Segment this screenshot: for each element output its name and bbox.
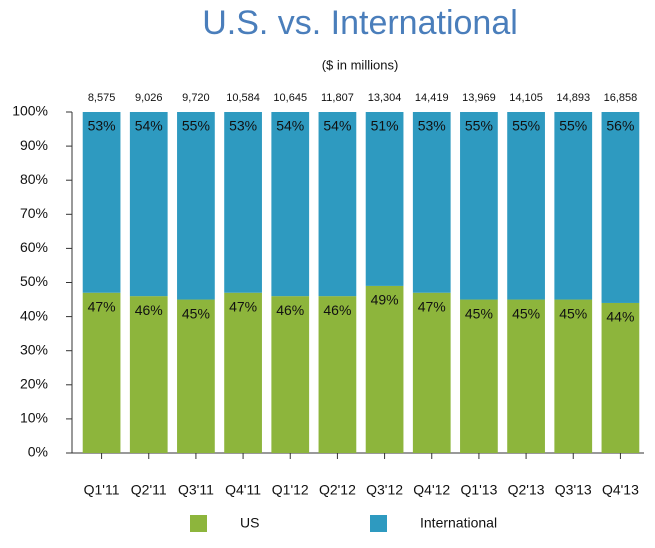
x-tick-label: Q2'13 <box>508 482 545 498</box>
value-label: 54% <box>323 118 351 134</box>
total-label: 9,720 <box>182 92 210 104</box>
value-label: 53% <box>229 118 257 134</box>
total-label: 13,969 <box>462 92 496 104</box>
value-label: 47% <box>229 298 257 314</box>
bar-segment <box>507 299 545 453</box>
y-tick-label: 10% <box>20 410 48 426</box>
bar-segment <box>318 296 357 453</box>
y-tick-label: 50% <box>20 273 48 289</box>
value-label: 45% <box>559 305 587 321</box>
total-label: 8,575 <box>88 92 116 104</box>
total-label: 14,893 <box>556 92 590 104</box>
bar-segment <box>601 112 640 303</box>
bar-segment <box>224 292 262 453</box>
value-label: 54% <box>135 118 163 134</box>
bar-segment <box>412 292 451 453</box>
value-label: 53% <box>88 118 116 134</box>
value-label: 45% <box>512 305 540 321</box>
x-tick-label: Q4'12 <box>413 482 450 498</box>
y-tick-label: 0% <box>28 444 48 460</box>
x-tick-label: Q2'12 <box>319 482 356 498</box>
bar-segment <box>365 112 404 286</box>
value-label: 53% <box>418 118 446 134</box>
y-tick-label: 40% <box>20 307 48 323</box>
bar-segment <box>507 112 545 300</box>
bar-segment <box>271 112 310 297</box>
bar-segment <box>177 299 215 453</box>
total-label: 14,105 <box>509 92 543 104</box>
bar-segment <box>365 285 404 453</box>
value-label: 45% <box>465 305 493 321</box>
chart-title: U.S. vs. International <box>202 4 518 42</box>
value-label: 47% <box>88 298 116 314</box>
y-tick-label: 100% <box>12 103 48 119</box>
value-label: 46% <box>276 302 304 318</box>
total-label: 14,419 <box>415 92 449 104</box>
y-tick-label: 20% <box>20 376 48 392</box>
value-label: 54% <box>276 118 304 134</box>
value-label: 55% <box>512 118 540 134</box>
legend-label: US <box>240 515 259 531</box>
bar-segment <box>318 112 357 297</box>
value-label: 44% <box>606 309 634 325</box>
value-label: 47% <box>418 298 446 314</box>
x-tick-label: Q3'12 <box>366 482 403 498</box>
x-tick-label: Q4'11 <box>225 482 261 498</box>
bar-segment <box>177 112 215 300</box>
y-tick-label: 60% <box>20 239 48 255</box>
bar-segment <box>82 112 121 293</box>
bar-segment <box>554 112 593 300</box>
bar-segment <box>460 299 498 453</box>
x-tick-label: Q3'13 <box>555 482 592 498</box>
value-label: 55% <box>559 118 587 134</box>
value-label: 55% <box>182 118 210 134</box>
total-label: 9,026 <box>135 92 163 104</box>
value-label: 46% <box>323 302 351 318</box>
total-label: 13,304 <box>368 92 402 104</box>
total-label: 16,858 <box>604 92 638 104</box>
chart-subtitle: ($ in millions) <box>322 57 399 72</box>
bar-segment <box>224 112 262 293</box>
total-label: 10,584 <box>226 92 260 104</box>
bar-segment <box>271 296 310 453</box>
value-label: 45% <box>182 305 210 321</box>
bar-segment <box>412 112 451 293</box>
x-tick-label: Q1'11 <box>84 482 120 498</box>
bar-segment <box>129 296 168 453</box>
legend-label: International <box>420 515 497 531</box>
bar-segment <box>601 302 640 453</box>
bar-segment <box>129 112 168 297</box>
y-tick-label: 90% <box>20 137 48 153</box>
legend-swatch <box>370 515 387 532</box>
x-tick-label: Q1'12 <box>272 482 309 498</box>
x-tick-label: Q3'11 <box>178 482 214 498</box>
value-label: 56% <box>606 118 634 134</box>
x-tick-label: Q4'13 <box>602 482 639 498</box>
bar-segment <box>460 112 498 300</box>
legend-swatch <box>190 515 207 532</box>
value-label: 49% <box>371 292 399 308</box>
value-label: 51% <box>371 118 399 134</box>
bar-segment <box>554 299 593 453</box>
total-label: 10,645 <box>273 92 307 104</box>
x-tick-label: Q1'13 <box>460 482 497 498</box>
total-label: 11,807 <box>321 92 354 104</box>
value-label: 46% <box>135 302 163 318</box>
bar-segment <box>82 292 121 453</box>
y-tick-label: 80% <box>20 171 48 187</box>
y-tick-label: 70% <box>20 205 48 221</box>
y-tick-label: 30% <box>20 341 48 357</box>
value-label: 55% <box>465 118 493 134</box>
x-tick-label: Q2'11 <box>131 482 167 498</box>
